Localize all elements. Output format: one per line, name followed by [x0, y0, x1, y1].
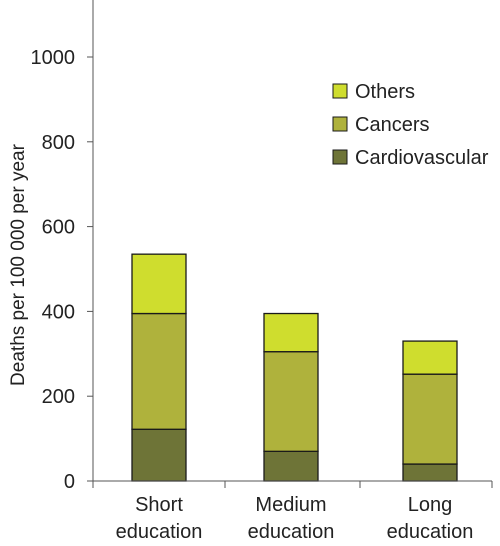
x-tick-label: Short education [116, 494, 203, 543]
bar-segment-cardiovascular [131, 428, 187, 482]
x-tick-label: Long education [387, 494, 474, 543]
x-axis: Short education Medium education Long educati… [92, 480, 493, 543]
legend-label-cancers: Cancers [355, 114, 429, 136]
legend-swatch-cancers [332, 116, 348, 132]
x-tick-label: Medium education [248, 494, 335, 543]
bar-segment-cardiovascular [402, 463, 458, 482]
y-axis-label: Deaths per 100 000 per year [8, 143, 29, 386]
legend-swatch-others [332, 83, 348, 99]
y-tick-label: 0 [64, 471, 75, 493]
legend-label-others: Others [355, 81, 415, 103]
bar-segment-cancers [263, 351, 319, 452]
y-tick-label: 800 [42, 132, 75, 154]
legend: Others Cancers Cardiovascular [332, 81, 489, 169]
y-tick-label: 1000 [31, 47, 76, 69]
bar-segment-others [131, 253, 187, 315]
bar-segment-others [263, 312, 319, 353]
y-tick-label: 200 [42, 386, 75, 408]
bar-segment-cardiovascular [263, 450, 319, 482]
bars [131, 253, 458, 482]
legend-label-cardiovascular: Cardiovascular [355, 147, 489, 169]
y-tick-label: 400 [42, 301, 75, 323]
y-axis: 0 200 400 600 800 1000 [31, 0, 94, 493]
legend-swatch-cardiovascular [332, 149, 348, 165]
bar-segment-others [402, 340, 458, 375]
bar-segment-cancers [402, 373, 458, 465]
bar-segment-cancers [131, 312, 187, 430]
y-tick-label: 600 [42, 217, 75, 239]
